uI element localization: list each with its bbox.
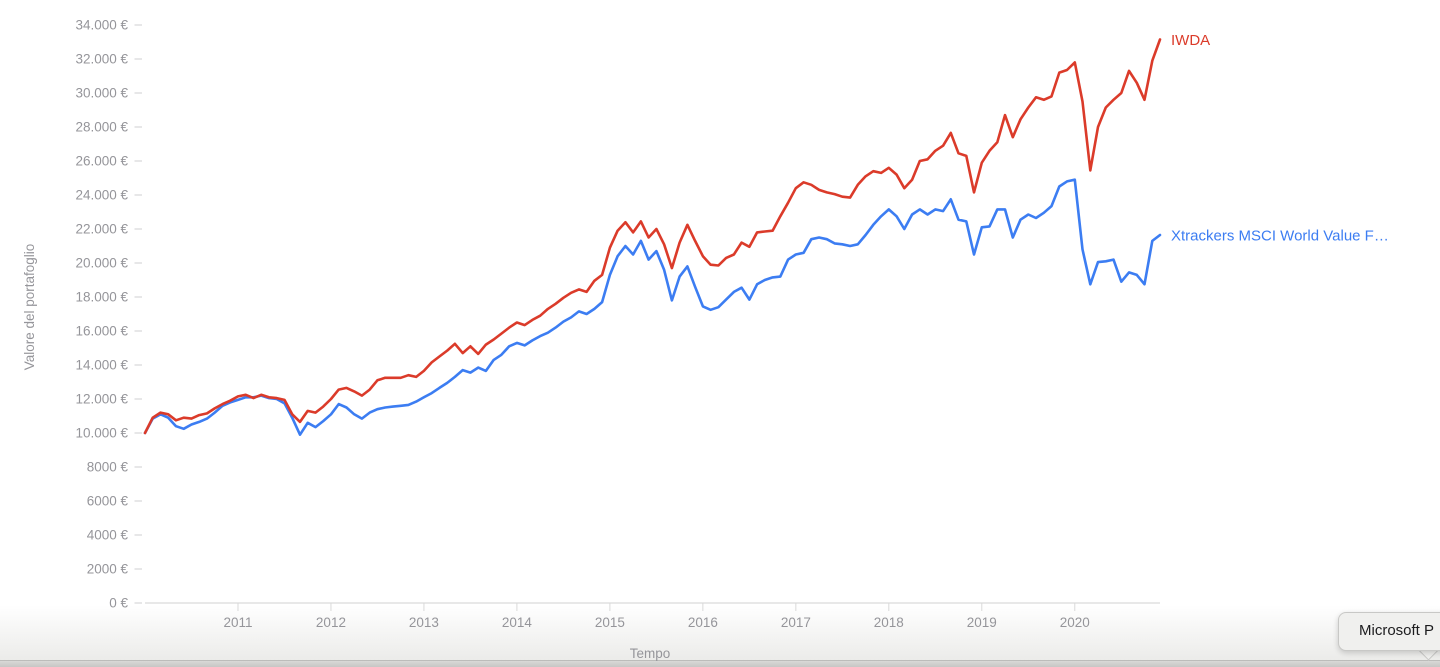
x-tick-label: 2016 <box>688 615 718 630</box>
y-tick-label: 8000 € <box>87 460 129 475</box>
x-tick-label: 2012 <box>316 615 346 630</box>
x-tick-label: 2017 <box>781 615 811 630</box>
y-tick-label: 30.000 € <box>75 86 128 101</box>
dock[interactable] <box>0 660 1440 667</box>
x-tick-label: 2013 <box>409 615 439 630</box>
dock-tooltip-label: Microsoft P <box>1359 622 1435 639</box>
y-axis-title: Valore del portafoglio <box>22 244 37 371</box>
y-tick-label: 0 € <box>109 596 128 611</box>
y-tick-label: 24.000 € <box>75 188 128 203</box>
x-tick-label: 2018 <box>874 615 904 630</box>
iwda-line[interactable] <box>143 38 1162 435</box>
x-tick-label: 2019 <box>967 615 997 630</box>
x-tick-label: 2020 <box>1060 615 1090 630</box>
y-tick-label: 22.000 € <box>75 222 128 237</box>
y-tick-label: 32.000 € <box>75 52 128 67</box>
xtrackers-msci-world-value-series-label: Xtrackers MSCI World Value F… <box>1171 227 1389 244</box>
x-tick-label: 2014 <box>502 615 533 630</box>
x-tick-label: 2015 <box>595 615 625 630</box>
y-tick-label: 6000 € <box>87 494 129 509</box>
y-tick-label: 20.000 € <box>75 256 128 271</box>
y-tick-label: 34.000 € <box>75 18 128 33</box>
xtrackers-msci-world-value-line[interactable] <box>143 178 1162 437</box>
dock-tooltip: Microsoft P <box>1338 612 1440 651</box>
y-tick-label: 18.000 € <box>75 290 128 305</box>
y-tick-label: 10.000 € <box>75 426 128 441</box>
y-tick-label: 26.000 € <box>75 154 128 169</box>
y-tick-label: 14.000 € <box>75 358 128 373</box>
page-bottom-fade <box>0 605 1440 661</box>
iwda-series-label: IWDA <box>1171 32 1210 49</box>
y-tick-label: 12.000 € <box>75 392 128 407</box>
x-tick-label: 2011 <box>223 615 252 630</box>
y-tick-label: 16.000 € <box>75 324 128 339</box>
y-tick-label: 28.000 € <box>75 120 128 135</box>
y-tick-label: 4000 € <box>87 528 129 543</box>
y-tick-label: 2000 € <box>87 562 129 577</box>
x-axis-title: Tempo <box>630 646 671 661</box>
